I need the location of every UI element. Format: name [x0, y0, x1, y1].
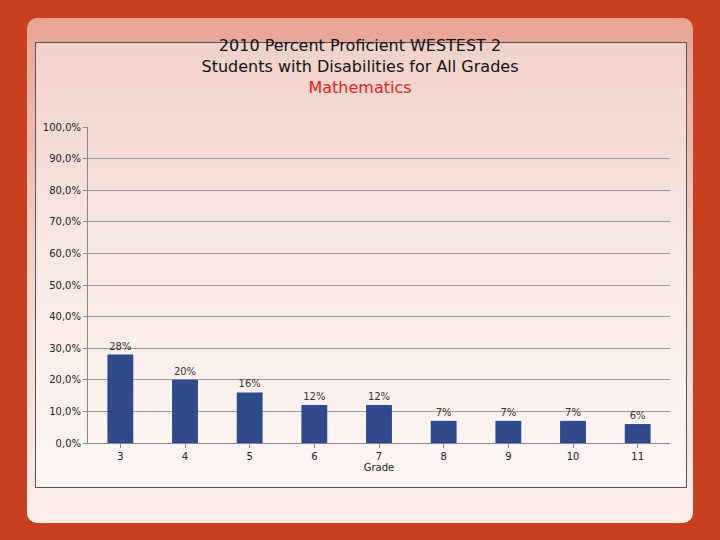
svg-text:50,0%: 50,0%: [49, 280, 81, 291]
svg-text:30,0%: 30,0%: [49, 343, 81, 354]
svg-text:0,0%: 0,0%: [56, 438, 81, 449]
svg-text:20,0%: 20,0%: [49, 374, 81, 385]
svg-text:8: 8: [440, 451, 446, 462]
svg-text:7: 7: [376, 451, 382, 462]
svg-text:16%: 16%: [239, 378, 261, 389]
svg-text:80,0%: 80,0%: [49, 185, 81, 196]
svg-text:5: 5: [246, 451, 252, 462]
svg-text:6: 6: [311, 451, 317, 462]
svg-text:10,0%: 10,0%: [49, 406, 81, 417]
svg-text:40,0%: 40,0%: [49, 311, 81, 322]
svg-text:10: 10: [567, 451, 580, 462]
svg-text:9: 9: [505, 451, 511, 462]
svg-text:4: 4: [182, 451, 188, 462]
svg-text:7%: 7%: [436, 407, 452, 418]
svg-text:12%: 12%: [368, 391, 390, 402]
svg-text:7%: 7%: [500, 407, 516, 418]
svg-text:2010 Percent Proficient WESTES: 2010 Percent Proficient WESTEST 2Student…: [202, 36, 519, 97]
svg-text:7%: 7%: [565, 407, 581, 418]
svg-text:100,0%: 100,0%: [43, 122, 81, 133]
svg-text:3: 3: [117, 451, 123, 462]
svg-text:20%: 20%: [174, 366, 196, 377]
svg-text:11: 11: [631, 451, 644, 462]
svg-text:12%: 12%: [303, 391, 325, 402]
svg-text:70,0%: 70,0%: [49, 216, 81, 227]
svg-text:Grade: Grade: [364, 462, 395, 473]
svg-text:28%: 28%: [109, 341, 131, 352]
svg-text:90,0%: 90,0%: [49, 153, 81, 164]
svg-text:6%: 6%: [630, 410, 646, 421]
svg-text:60,0%: 60,0%: [49, 248, 81, 259]
